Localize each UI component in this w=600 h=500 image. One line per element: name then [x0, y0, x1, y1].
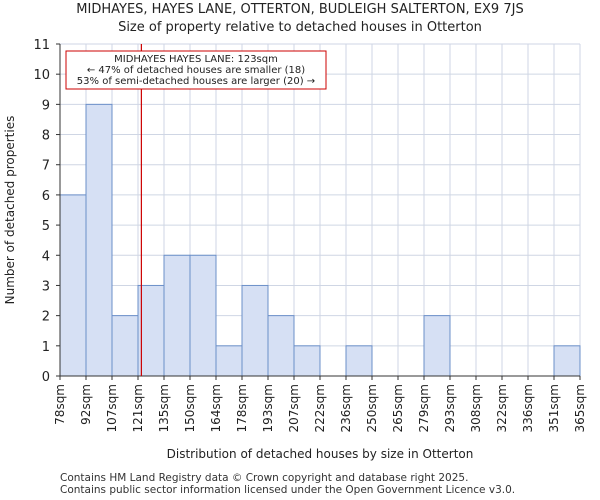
footer-line-1: Contains HM Land Registry data © Crown c…	[60, 472, 469, 484]
x-tick-label: 164sqm	[209, 384, 223, 432]
histogram-bar	[59, 194, 87, 377]
annotation-line-2: ← 47% of detached houses are smaller (18…	[87, 65, 305, 76]
histogram-bar	[293, 345, 321, 377]
x-tick-label: 207sqm	[287, 384, 301, 432]
x-tick-label: 78sqm	[53, 384, 67, 425]
y-tick-label: 11	[33, 38, 50, 53]
annotation-box	[65, 50, 327, 90]
chart-title: MIDHAYES, HAYES LANE, OTTERTON, BUDLEIGH…	[76, 2, 524, 17]
annotation-line-1: MIDHAYES HAYES LANE: 123sqm	[114, 54, 278, 65]
y-tick-label: 6	[42, 189, 50, 204]
x-tick-label: 250sqm	[365, 384, 379, 432]
histogram-bar	[345, 345, 373, 377]
y-tick-label: 8	[42, 129, 50, 144]
y-tick-label: 3	[42, 279, 50, 294]
x-tick-label: 135sqm	[157, 384, 171, 432]
histogram-bar	[215, 345, 243, 377]
y-tick-label: 9	[42, 98, 50, 113]
x-tick-label: 308sqm	[469, 384, 483, 432]
x-tick-label: 236sqm	[339, 384, 353, 432]
x-tick-label: 351sqm	[547, 384, 561, 432]
y-tick-label: 4	[42, 249, 50, 264]
x-tick-label: 365sqm	[573, 384, 587, 432]
y-tick-label: 7	[42, 159, 50, 174]
chart-subtitle: Size of property relative to detached ho…	[118, 20, 482, 35]
histogram-bar	[423, 315, 451, 377]
histogram-bar	[85, 103, 113, 377]
x-tick-label: 178sqm	[235, 384, 249, 432]
histogram-bar	[241, 284, 269, 377]
y-tick-label: 5	[42, 219, 50, 234]
x-tick-label: 150sqm	[183, 384, 197, 432]
histogram-bar	[189, 254, 217, 377]
y-axis-label: Number of detached properties	[3, 116, 17, 305]
x-tick-label: 222sqm	[313, 384, 327, 432]
y-tick-label: 10	[33, 68, 50, 83]
x-tick-label: 265sqm	[391, 384, 405, 432]
x-tick-label: 336sqm	[521, 384, 535, 432]
x-tick-label: 92sqm	[79, 384, 93, 425]
y-tick-label: 2	[42, 310, 50, 325]
annotation-line-3: 53% of semi-detached houses are larger (…	[77, 76, 315, 87]
histogram-bar	[111, 315, 139, 377]
y-tick-label: 1	[42, 340, 50, 355]
histogram-bar	[553, 345, 581, 377]
histogram-bar	[163, 254, 191, 377]
x-tick-label: 121sqm	[131, 384, 145, 432]
x-tick-label: 193sqm	[261, 384, 275, 432]
y-tick-label: 0	[42, 370, 50, 385]
histogram-bar	[137, 284, 165, 377]
x-axis-label: Distribution of detached houses by size …	[167, 447, 474, 461]
x-tick-label: 322sqm	[495, 384, 509, 432]
x-tick-label: 293sqm	[443, 384, 457, 432]
histogram-bar	[267, 315, 295, 377]
x-tick-label: 279sqm	[417, 384, 431, 432]
x-tick-label: 107sqm	[105, 384, 119, 432]
footer-line-2: Contains public sector information licen…	[60, 484, 516, 496]
